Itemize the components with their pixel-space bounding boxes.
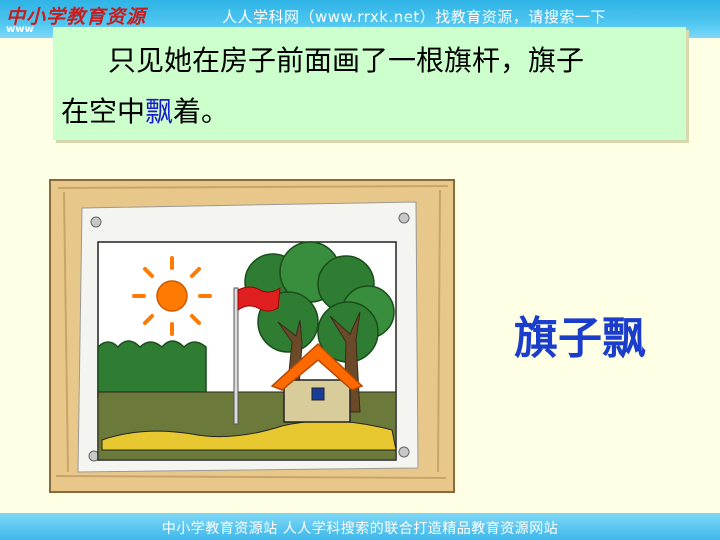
- lesson-line-2-end: 着。: [173, 95, 230, 128]
- sun-icon: [132, 256, 212, 336]
- house-icon: [270, 342, 364, 423]
- pin-icon: [90, 216, 102, 228]
- footer-bar: 中小学教育资源站 人人学科搜索的联合打造精品教育资源网站: [0, 513, 720, 540]
- framed-drawing: [49, 179, 455, 493]
- site-banner-text: 人人学科网（www.rrxk.net）找教育资源，请搜索一下: [222, 8, 606, 26]
- flagpole: [233, 287, 239, 425]
- pin-icon: [398, 212, 410, 224]
- site-logo: 中小学教育资源: [6, 6, 147, 28]
- site-logo-sub: www: [6, 24, 34, 35]
- lesson-line-2: 在空中飘着。: [61, 90, 229, 130]
- tree-group: [244, 241, 395, 413]
- lesson-line-1: 只见她在房子前面画了一根旗杆，旗子: [108, 44, 585, 77]
- pin-icon: [398, 446, 410, 458]
- highlight-word: 飘: [145, 95, 174, 128]
- hedge: [97, 340, 207, 398]
- footer-text: 中小学教育资源站 人人学科搜索的联合打造精品教育资源网站: [161, 521, 559, 537]
- flag-icon: [237, 286, 281, 312]
- sand-path: [101, 420, 397, 451]
- lesson-line-2-start: 在空中: [61, 95, 146, 128]
- side-word: 旗子飘: [514, 313, 646, 364]
- lesson-text-box: 只见她在房子前面画了一根旗杆，旗子 在空中飘着。: [53, 27, 686, 140]
